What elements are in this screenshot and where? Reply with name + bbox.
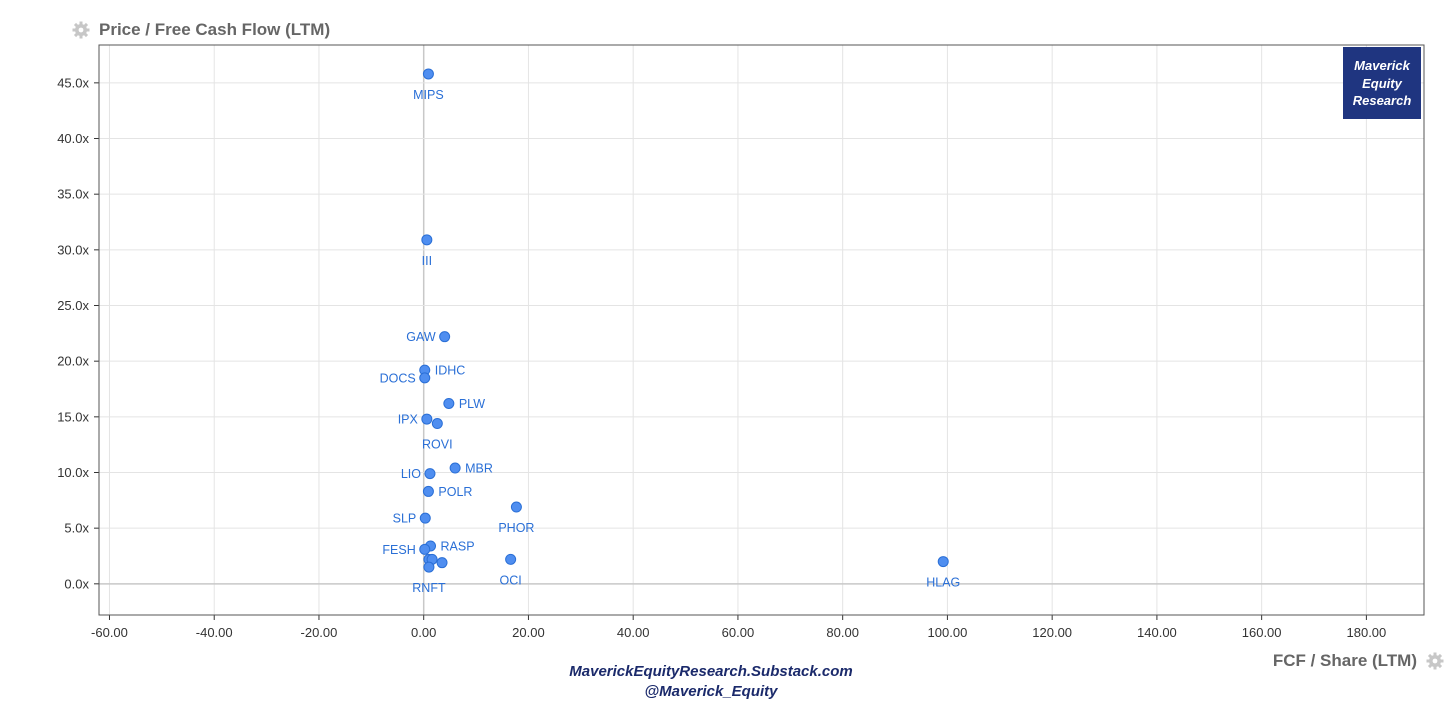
x-tick-label: 140.00 xyxy=(1137,625,1177,640)
logo-line-1: Maverick xyxy=(1354,58,1410,73)
point-label: POLR xyxy=(438,485,472,499)
point-label: IDHC xyxy=(435,364,466,378)
x-tick-label: 80.00 xyxy=(826,625,859,640)
data-point xyxy=(419,372,431,384)
data-point xyxy=(431,418,443,430)
x-tick-label: 0.00 xyxy=(411,625,436,640)
y-tick-label: 0.0x xyxy=(64,576,89,591)
title-gear-icon[interactable] xyxy=(72,21,90,39)
x-tick-label: 160.00 xyxy=(1242,625,1282,640)
x-tick-labels: -60.00 -40.00 -20.00 0.00 20.00 40.00 60.00 80.… xyxy=(91,625,1386,640)
x-tick-label: 20.00 xyxy=(512,625,545,640)
x-axis-label: FCF / Share (LTM) xyxy=(1273,651,1417,670)
y-tick-label: 25.0x xyxy=(57,298,89,313)
y-tick-label: 35.0x xyxy=(57,187,89,202)
data-point xyxy=(439,331,451,343)
y-tick-label: 10.0x xyxy=(57,465,89,480)
x-tick-label: 120.00 xyxy=(1032,625,1072,640)
x-tick-label: -40.00 xyxy=(196,625,233,640)
logo-line-2: Equity xyxy=(1362,76,1402,91)
grid xyxy=(99,45,1424,615)
x-tick-label: 180.00 xyxy=(1347,625,1387,640)
point-label: LIO xyxy=(401,467,421,481)
x-tick-label: -60.00 xyxy=(91,625,128,640)
plot-frame xyxy=(98,44,1425,616)
point-label: MIPS xyxy=(413,88,444,102)
y-tick-label: 20.0x xyxy=(57,354,89,369)
y-tick-label: 45.0x xyxy=(57,75,89,90)
point-label: HLAG xyxy=(926,576,960,590)
x-tick-label: 100.00 xyxy=(928,625,968,640)
data-point xyxy=(937,556,949,568)
point-label: DOCS xyxy=(380,371,416,385)
point-label: MBR xyxy=(465,462,493,476)
data-point xyxy=(422,68,434,80)
data-point xyxy=(419,512,431,524)
point-label: ROVI xyxy=(422,438,453,452)
maverick-logo: Maverick Equity Research xyxy=(1343,47,1421,119)
y-tick-label: 15.0x xyxy=(57,409,89,424)
data-point xyxy=(421,413,433,425)
point-label: PLW xyxy=(459,397,485,411)
point-label: FESH xyxy=(382,543,415,557)
x-tick-label: -20.00 xyxy=(301,625,338,640)
y-tick-label: 40.0x xyxy=(57,131,89,146)
point-label: PHOR xyxy=(498,521,534,535)
data-point xyxy=(424,468,436,480)
axes xyxy=(94,44,1425,620)
data-point xyxy=(436,557,448,569)
y-tick-label: 30.0x xyxy=(57,242,89,257)
xlabel-gear-icon[interactable] xyxy=(1426,652,1444,670)
data-points xyxy=(419,68,949,573)
point-label: GAW xyxy=(406,330,436,344)
data-point xyxy=(505,553,517,565)
data-point xyxy=(419,543,431,555)
data-point xyxy=(423,561,435,573)
data-point xyxy=(422,485,434,497)
footer-url: MaverickEquityResearch.Substack.com xyxy=(569,663,852,680)
x-tick-label: 60.00 xyxy=(722,625,755,640)
y-tick-label: 5.0x xyxy=(64,521,89,536)
point-label: OCI xyxy=(500,573,522,587)
footer-handle: @Maverick_Equity xyxy=(644,683,778,700)
data-point xyxy=(449,462,461,474)
point-label: III xyxy=(422,254,432,268)
point-label: SLP xyxy=(393,512,417,526)
x-tick-label: 40.00 xyxy=(617,625,650,640)
data-point xyxy=(443,397,455,409)
point-label: RASP xyxy=(441,539,475,553)
chart-title: Price / Free Cash Flow (LTM) xyxy=(99,20,330,39)
y-tick-labels: 0.0x 5.0x 10.0x 15.0x 20.0x 25.0x 30.0x 35.0x 40… xyxy=(57,75,89,591)
data-point xyxy=(421,234,433,246)
data-point xyxy=(510,501,522,513)
logo-line-3: Research xyxy=(1353,93,1412,108)
point-label: RNFT xyxy=(412,581,446,595)
point-label: IPX xyxy=(398,413,419,427)
